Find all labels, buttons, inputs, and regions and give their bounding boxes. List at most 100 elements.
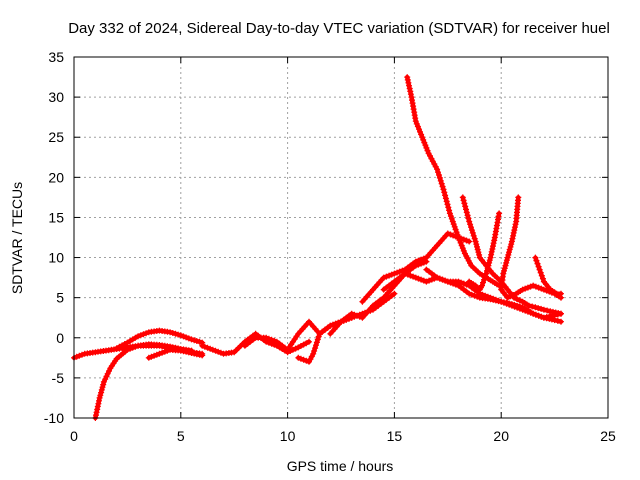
series-line [93,341,194,421]
series-line [404,74,502,288]
data-point-marker [450,221,457,228]
series-arc-13 [466,210,503,293]
data-point-marker [482,273,489,280]
chart-title: Day 332 of 2024, Sidereal Day-to-day VTE… [68,20,610,37]
data-point-marker [554,317,561,324]
data-point-marker [533,257,540,264]
data-point-marker [471,292,478,299]
data-point-marker [402,270,409,277]
data-point-marker [135,333,142,340]
data-point-marker [159,349,166,356]
series-layer [71,74,564,421]
data-point-marker [423,144,430,151]
data-point-marker [505,251,512,258]
data-point-marker [416,126,422,133]
y-tick-labels: -10 -5 0 5 10 15 20 25 30 35 [44,49,64,426]
data-point-marker [466,238,473,245]
data-point-marker [558,290,564,297]
data-point-marker [544,307,551,314]
data-point-marker [297,355,304,362]
data-point-marker [424,147,431,154]
data-point-marker [444,278,451,285]
data-point-marker [106,368,112,374]
data-point-marker [469,229,476,236]
data-point-marker [169,330,176,336]
data-point-marker [459,194,466,201]
data-point-marker [506,246,513,253]
data-point-marker [463,209,470,216]
grid-lines [74,57,608,418]
data-point-marker [535,305,542,312]
x-tick-label: 0 [70,428,78,444]
data-point-marker [442,195,449,202]
data-point-marker [438,180,445,187]
data-point-marker [480,279,486,286]
data-point-marker [414,123,421,130]
data-point-marker [185,335,192,342]
y-tick-label: -10 [44,410,64,426]
data-point-marker [151,352,158,359]
data-point-marker [473,241,480,248]
data-point-marker [188,336,195,343]
data-point-marker [514,302,521,309]
data-point-marker [536,266,543,273]
data-point-marker [489,246,496,252]
data-point-marker [199,352,206,359]
data-point-marker [446,210,453,217]
y-tick-label: 35 [48,49,64,65]
data-point-marker [460,236,467,243]
y-tick-label: 15 [48,209,64,225]
data-point-marker [98,386,105,393]
data-point-marker [460,197,467,204]
data-point-marker [468,224,474,231]
data-point-marker [289,346,296,353]
data-point-marker [481,276,488,283]
data-point-marker [177,332,184,339]
data-point-marker [532,304,539,311]
x-tick-label: 15 [387,428,403,444]
data-point-marker [442,192,449,199]
x-axis-label: GPS time / hours [287,458,394,474]
data-point-marker [468,227,475,234]
tick-marks [73,56,609,419]
data-point-marker [486,259,493,266]
data-point-marker [508,241,515,248]
data-point-marker [209,346,216,353]
data-point-marker [446,207,453,214]
data-point-marker [311,348,318,354]
data-point-marker [462,203,469,210]
data-point-marker [466,278,473,285]
data-point-marker [204,344,211,351]
series-arc-3 [113,327,206,352]
data-point-marker [558,310,564,317]
data-point-marker [193,338,200,344]
data-point-marker [388,271,395,278]
data-point-marker [356,313,363,320]
data-point-marker [303,357,310,364]
data-point-marker [440,186,447,193]
data-point-marker [458,242,465,249]
y-tick-label: 10 [48,250,64,266]
data-point-marker [455,234,462,241]
data-point-marker [551,317,558,324]
data-point-marker [532,311,539,318]
data-point-marker [436,172,442,178]
data-point-marker [460,280,467,287]
data-point-marker [540,306,547,313]
data-point-marker [532,283,539,290]
x-tick-label: 5 [177,428,185,444]
y-tick-label: 0 [56,330,64,346]
data-point-marker [503,259,510,266]
data-point-marker [312,345,319,352]
series-arc-11 [404,74,503,289]
data-point-marker [73,353,80,360]
data-point-marker [391,290,398,297]
data-point-marker [459,245,466,252]
data-point-marker [513,296,520,302]
data-point-marker [454,231,461,238]
data-point-marker [529,303,536,310]
data-point-marker [445,204,452,211]
data-point-marker [330,321,336,328]
data-point-marker [527,283,534,290]
